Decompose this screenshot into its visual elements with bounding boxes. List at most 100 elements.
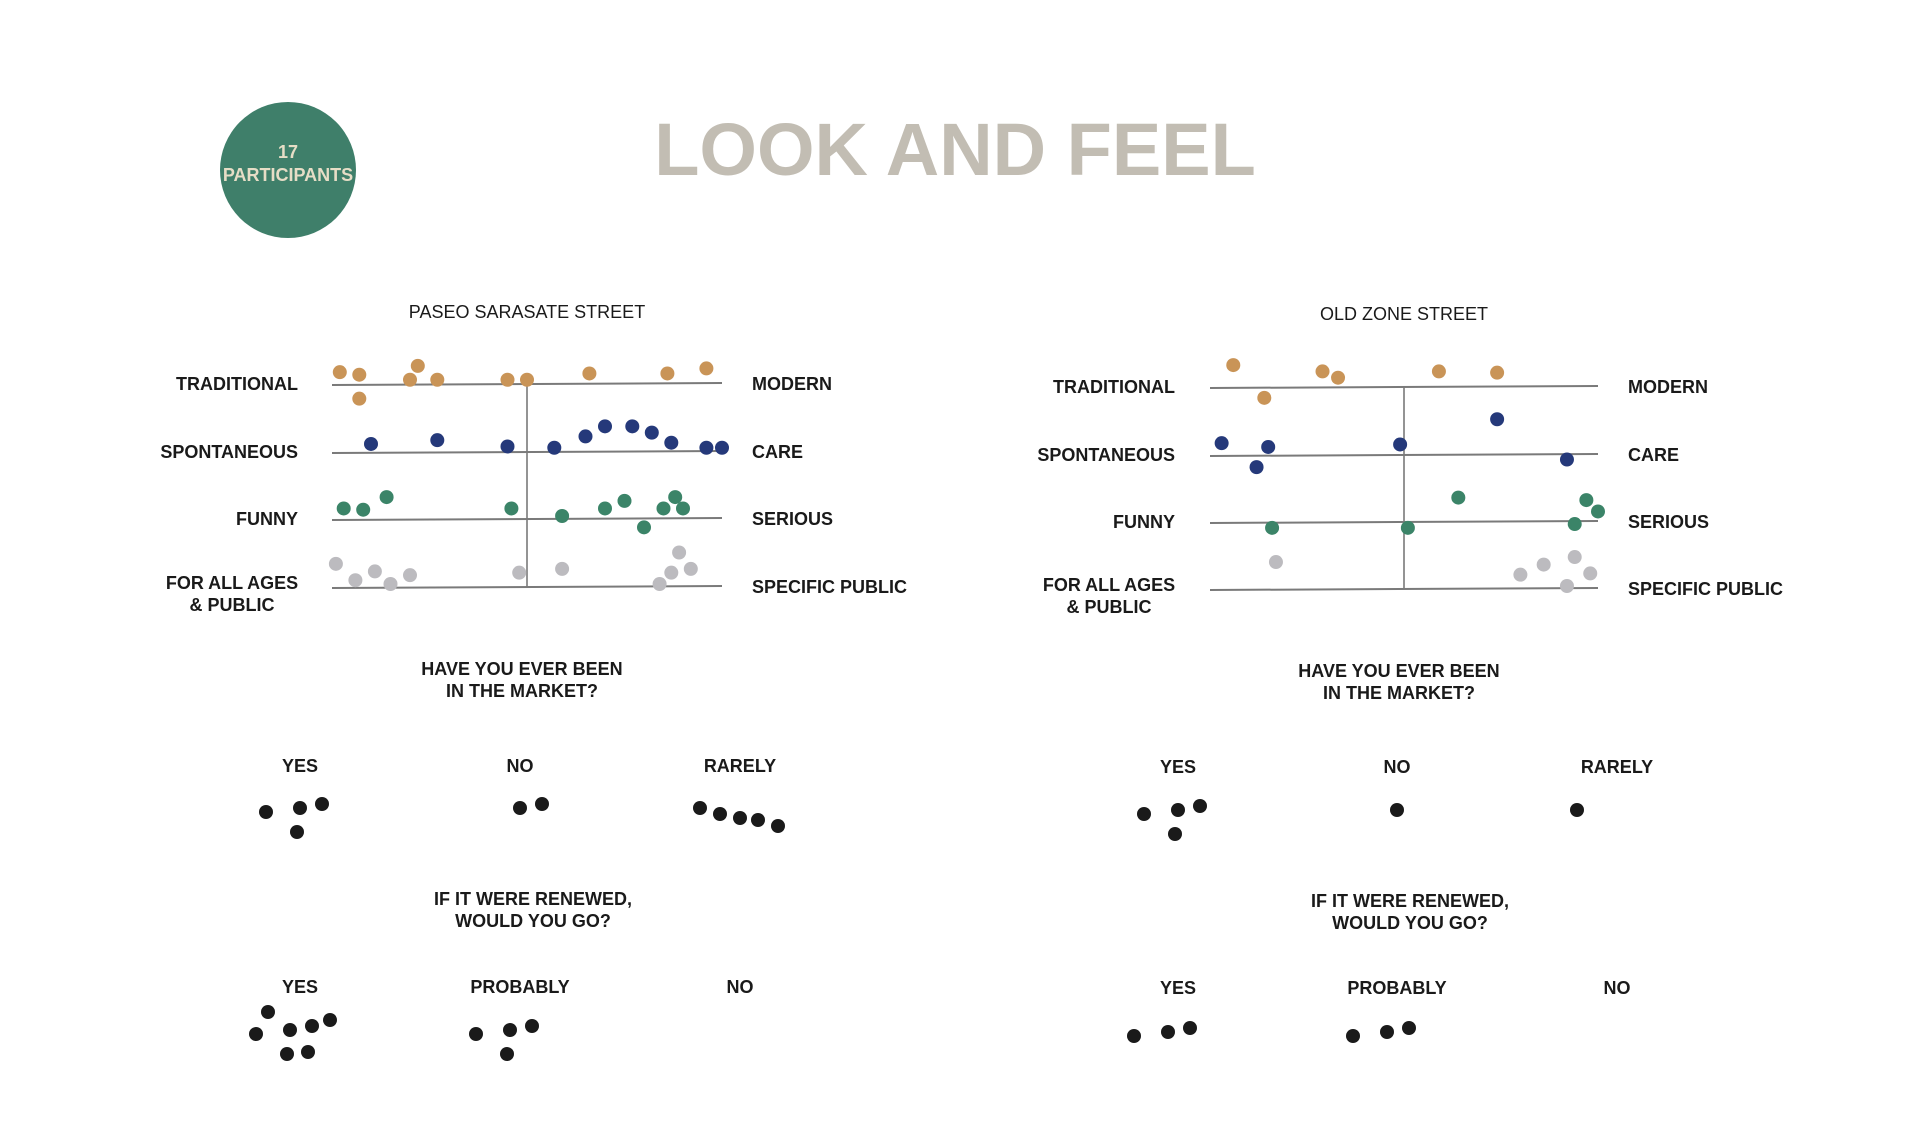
vote-dot xyxy=(751,813,765,827)
data-point xyxy=(637,520,651,535)
vote-dot xyxy=(1193,799,1207,813)
data-point xyxy=(1400,520,1415,535)
vote-dot xyxy=(249,1027,263,1041)
scale-right-label: MODERN xyxy=(1628,377,1708,397)
vote-dot xyxy=(535,797,549,811)
scale-right-label: MODERN xyxy=(752,374,832,394)
data-point xyxy=(500,439,515,454)
data-point xyxy=(430,433,445,448)
data-point xyxy=(656,501,671,516)
data-point xyxy=(1249,460,1264,475)
data-point xyxy=(430,372,445,387)
scale-right-label: SPECIFIC PUBLIC xyxy=(752,577,907,597)
vote-dot xyxy=(1380,1025,1394,1039)
vote-dot xyxy=(323,1013,337,1027)
data-point xyxy=(500,372,515,387)
data-point xyxy=(1567,550,1582,565)
chart-panel-1: OLD ZONE STREET TRADITIONAL MODERN SPONTANE… xyxy=(1037,304,1783,617)
data-point xyxy=(664,435,679,450)
data-point xyxy=(364,436,378,451)
data-point xyxy=(617,493,632,508)
answer-label: YES xyxy=(1160,978,1196,998)
scale-left-label: FOR ALL AGES & PUBLIC xyxy=(166,573,298,615)
data-point xyxy=(699,440,714,455)
vote-dot xyxy=(1127,1029,1141,1043)
participants-badge-circle xyxy=(220,102,356,238)
scale-left-label: TRADITIONAL xyxy=(176,374,298,394)
data-point xyxy=(352,367,367,382)
data-point xyxy=(356,502,371,517)
data-point xyxy=(1591,504,1605,519)
data-point xyxy=(1490,412,1505,427)
scale-right-label: CARE xyxy=(1628,445,1679,465)
vote-dot xyxy=(1171,803,1185,817)
data-point xyxy=(683,561,698,576)
vote-dot xyxy=(713,807,727,821)
data-point xyxy=(699,361,714,376)
market-question-line: HAVE YOU EVER BEEN xyxy=(1298,661,1499,681)
data-point xyxy=(1393,437,1408,452)
data-point xyxy=(1261,439,1276,454)
scale-right-label: SERIOUS xyxy=(1628,512,1709,532)
data-point xyxy=(652,577,667,591)
market-question-line: IN THE MARKET? xyxy=(446,681,598,701)
data-point xyxy=(520,372,534,387)
data-point xyxy=(555,509,570,523)
data-point xyxy=(1257,390,1272,405)
answer-label: NO xyxy=(1384,757,1411,777)
scale-traditional_modern: TRADITIONAL MODERN xyxy=(1053,358,1708,405)
participants-count: 17 xyxy=(278,142,298,162)
data-point xyxy=(1451,490,1466,505)
data-point xyxy=(598,419,612,434)
scale-ages_public: FOR ALL AGES & PUBLIC SPECIFIC PUBLIC xyxy=(1043,550,1783,617)
answer-label: PROBABLY xyxy=(470,977,569,997)
data-point xyxy=(555,561,570,576)
data-point xyxy=(547,440,562,455)
scale-right-label: SPECIFIC PUBLIC xyxy=(1628,579,1783,599)
data-point xyxy=(348,573,363,588)
data-point xyxy=(578,429,593,444)
data-point xyxy=(379,490,394,505)
scale-right-label: CARE xyxy=(752,442,803,462)
scale-spontaneous_care: SPONTANEOUS CARE xyxy=(160,419,803,462)
vote-dot xyxy=(290,825,304,839)
scale-left-label: FOR ALL AGES & PUBLIC xyxy=(1043,575,1175,617)
data-point xyxy=(625,419,640,434)
scale-left-label: TRADITIONAL xyxy=(1053,377,1175,397)
chart-title: PASEO SARASATE STREET xyxy=(409,302,645,322)
data-point xyxy=(1583,566,1598,581)
scale-left-label: FUNNY xyxy=(236,509,298,529)
data-point xyxy=(403,568,417,583)
market-question-line: IN THE MARKET? xyxy=(1323,683,1475,703)
vote-dot xyxy=(283,1023,297,1037)
answer-label: RARELY xyxy=(1581,757,1653,777)
renew-question-line: IF IT WERE RENEWED, xyxy=(1311,891,1509,911)
data-point xyxy=(328,556,343,571)
chart-panel-0: PASEO SARASATE STREET TRADITIONAL MODERN SP… xyxy=(160,302,907,615)
answer-label: YES xyxy=(282,977,318,997)
vote-dot xyxy=(1346,1029,1360,1043)
data-point xyxy=(1513,567,1528,582)
vote-dot xyxy=(693,801,707,815)
vote-dot xyxy=(525,1019,539,1033)
data-point xyxy=(1559,452,1574,467)
data-point xyxy=(512,565,527,580)
data-point xyxy=(1579,493,1594,508)
scale-ages_public: FOR ALL AGES & PUBLIC SPECIFIC PUBLIC xyxy=(166,545,907,615)
data-point xyxy=(410,358,425,373)
vote-dot xyxy=(503,1023,517,1037)
answer-label: NO xyxy=(727,977,754,997)
market-question-line: HAVE YOU EVER BEEN xyxy=(421,659,622,679)
vote-dot xyxy=(259,805,273,819)
vote-dot xyxy=(500,1047,514,1061)
vote-dot xyxy=(469,1027,483,1041)
vote-dot xyxy=(513,801,527,815)
vote-dot xyxy=(280,1047,294,1061)
scale-funny_serious: FUNNY SERIOUS xyxy=(1113,490,1709,535)
vote-dot xyxy=(305,1019,319,1033)
scale-axis-line xyxy=(331,517,723,521)
vote-dot xyxy=(733,811,747,825)
renew-question-line: WOULD YOU GO? xyxy=(1332,913,1488,933)
renew-survey-0: IF IT WERE RENEWED,WOULD YOU GO? YES PROBA… xyxy=(249,889,754,1061)
